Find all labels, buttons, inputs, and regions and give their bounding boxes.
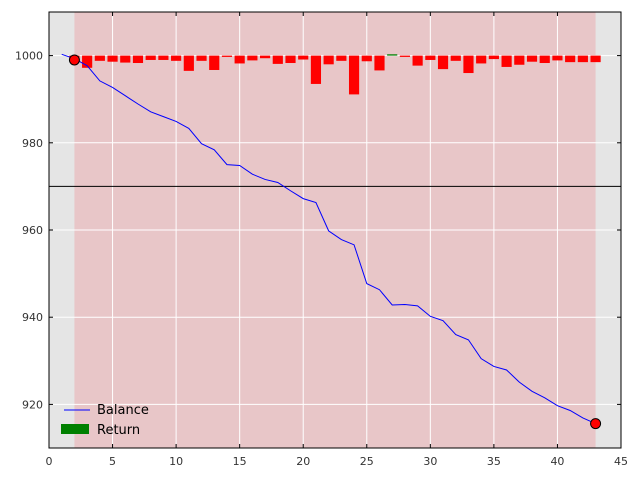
return-bar <box>387 54 398 56</box>
x-tick-label: 15 <box>233 455 247 468</box>
x-tick-label: 40 <box>550 455 564 468</box>
return-bar <box>399 55 410 57</box>
legend-return-label: Return <box>97 423 140 438</box>
return-bar <box>323 55 334 65</box>
return-bar <box>107 55 118 62</box>
return-bars <box>69 54 601 95</box>
return-bar <box>590 55 601 63</box>
return-bar <box>539 55 550 64</box>
return-bar <box>158 55 169 60</box>
return-bar <box>463 55 474 74</box>
return-bar <box>577 55 588 63</box>
x-tick-label: 10 <box>169 455 183 468</box>
legend-return-swatch <box>61 424 89 434</box>
return-bar <box>374 55 385 71</box>
return-bar <box>336 55 347 61</box>
return-bar <box>234 55 245 64</box>
balance-series-line <box>61 53 596 425</box>
return-bar <box>501 55 512 67</box>
x-axis-ticks: 0 5 10 15 20 25 30 35 40 45 <box>46 12 628 468</box>
balance-markers <box>68 54 602 430</box>
return-bar <box>183 55 194 71</box>
return-bar <box>298 55 309 60</box>
x-tick-label: 0 <box>46 455 53 468</box>
return-bar <box>310 55 322 84</box>
return-bar <box>412 55 423 66</box>
y-tick-label: 1000 <box>15 50 43 63</box>
return-bar <box>552 55 563 61</box>
return-bar <box>476 55 487 64</box>
x-tick-label: 35 <box>487 455 501 468</box>
return-bar <box>221 55 233 57</box>
x-tick-label: 30 <box>423 455 437 468</box>
y-tick-label: 920 <box>22 398 43 411</box>
legend-balance-label: Balance <box>97 403 149 418</box>
balance-marker <box>590 418 602 430</box>
return-bar <box>247 55 258 61</box>
x-tick-label: 45 <box>614 455 628 468</box>
return-bar <box>145 55 156 60</box>
return-bar <box>425 55 436 60</box>
y-axis-ticks: 920 940 960 980 1000 <box>15 50 621 411</box>
return-bar <box>526 55 538 62</box>
return-bar <box>565 55 576 63</box>
balance-marker <box>68 54 80 66</box>
return-bar <box>348 55 360 95</box>
grid-lines <box>48 12 622 448</box>
legend: Balance Return <box>61 403 149 438</box>
return-bar <box>272 55 283 64</box>
y-tick-label: 980 <box>22 137 43 150</box>
return-bar <box>94 55 105 61</box>
y-tick-label: 960 <box>22 224 43 237</box>
return-bar <box>171 55 182 61</box>
return-bar <box>514 55 525 65</box>
return-bar <box>450 55 461 61</box>
return-bar <box>120 55 131 63</box>
x-tick-label: 5 <box>109 455 116 468</box>
return-bar <box>437 55 449 70</box>
return-bar <box>196 55 207 61</box>
x-tick-label: 25 <box>360 455 374 468</box>
return-bar <box>132 55 144 64</box>
y-tick-label: 940 <box>22 311 43 324</box>
x-tick-label: 20 <box>296 455 310 468</box>
return-bar <box>285 55 296 64</box>
return-bar <box>260 55 271 59</box>
return-bar <box>361 55 372 62</box>
return-bar <box>488 55 499 60</box>
return-bar <box>82 55 93 68</box>
return-bar <box>209 55 220 70</box>
